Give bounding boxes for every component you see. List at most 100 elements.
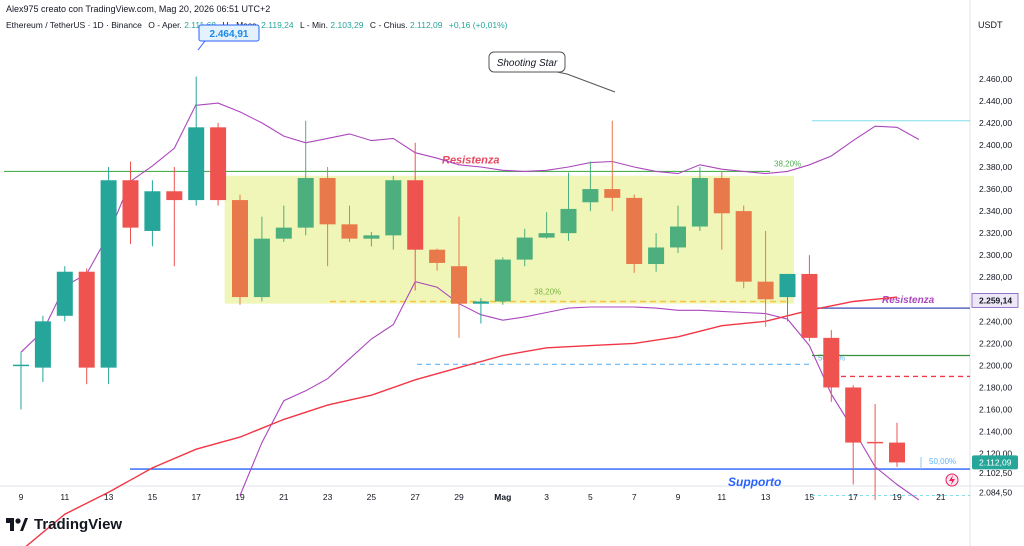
high-price-tag-box [198,24,260,42]
price-axis-tick: 2.380,00 [979,162,1012,172]
time-axis-tick: 5 [588,492,593,502]
ref-price-tag: 2.259,14 [979,295,1012,305]
candle-body [670,226,686,248]
price-axis-tick: 2.440,00 [979,96,1012,106]
price-axis-tick: 2.120,00 [979,449,1012,459]
candle-body [429,249,446,263]
price-axis-tick: 2.140,00 [979,427,1012,437]
price-axis-tick: 2.200,00 [979,360,1012,370]
fib-low-label: 38,20% [534,287,561,296]
support-fib-label: 50,00% [929,457,956,466]
price-axis-tick: 2.084,50 [979,488,1012,498]
last-price-tag-bg [972,455,1018,470]
price-axis-tick: 2.400,00 [979,140,1012,150]
candle-body [889,442,905,463]
support-label: Supporto [728,475,781,489]
tradingview-logo-icon [6,517,28,531]
candle-body [253,238,270,298]
shooting-star-callout-pointer [556,71,616,93]
time-axis-tick: 11 [717,492,726,502]
resistance-right-label: Resistenza [882,295,935,306]
candle-body [188,127,205,201]
price-axis-tick: 2.240,00 [979,316,1012,326]
candle-body [34,321,51,368]
price-axis-tick: 2.360,00 [979,184,1012,194]
low-value: 2.103,29 [330,20,364,30]
last-price-tag: 2.112,09 [979,457,1012,467]
time-axis-tick: Mag [494,492,511,502]
price-axis-tick: 2.220,00 [979,338,1012,348]
candle-body [626,197,643,265]
candle-body [604,189,621,198]
high-value: 2.119,24 [261,20,294,30]
candle-body [385,180,402,236]
bollinger-upper-line [196,102,920,175]
candle-body [472,301,489,304]
candle-body [144,191,161,231]
tradingview-logo-text: TradingView [34,516,123,533]
change-value: +0,16 (+0,01%) [448,20,508,30]
candle-body [100,180,117,368]
time-axis-tick: 21 [279,492,289,502]
candle-body [78,271,95,368]
price-axis-tick: 2.420,00 [979,118,1012,128]
time-axis-tick: 17 [848,492,858,502]
candle-body [691,178,708,227]
currency-label: USDT [978,20,1003,30]
shooting-star-callout-box [488,51,566,73]
high-price-tag-pointer [197,40,206,51]
time-axis-tick: 19 [892,492,902,502]
time-axis-tick: 19 [235,492,245,502]
candle-body [275,227,292,239]
candle-body [757,281,774,300]
candle-body [407,180,424,250]
candle-body [648,247,665,265]
candle-body [494,259,511,302]
low-label: L - Min. [300,20,329,30]
price-axis-tick: 2.300,00 [979,250,1012,260]
candle-body [122,180,139,228]
price-axis-tick: 2.320,00 [979,228,1012,238]
chart-header-title: Alex975 creato con TradingView.com, Mag … [6,4,271,14]
close-value: 2.112,09 [410,20,443,30]
tradingview-logo[interactable]: TradingView [6,516,122,533]
time-axis-tick: 15 [805,492,815,502]
candle-body [232,200,248,298]
price-axis-tick: 2.160,00 [979,405,1012,415]
price-axis-tick: 2.280,00 [979,272,1012,282]
candle-body [845,387,862,443]
candle-body [801,273,818,338]
candle-body [560,208,577,234]
time-axis-tick: 7 [632,492,637,502]
candle-body [823,337,840,388]
bollinger-lower-line [239,280,920,501]
candle-body [297,178,314,228]
price-axis-tick: 2.340,00 [979,206,1012,216]
price-axis-tick: 2.180,00 [979,382,1012,392]
fib-top-label: 38,20% [774,159,801,168]
candle-body [516,237,533,260]
time-axis-tick: 11 [60,492,69,502]
symbol-name[interactable]: Ethereum / TetherUS · 1D · Binance [6,20,142,30]
candle-body [363,235,380,239]
time-axis-tick: 29 [454,492,464,502]
candle-body [735,211,752,282]
lightning-icon [949,475,955,485]
candle-body [341,224,358,239]
ref-price-tag-bg [971,292,1019,308]
time-axis-tick: 21 [936,492,946,502]
time-axis-tick: 9 [676,492,681,502]
shooting-star-callout-text: Shooting Star [497,58,558,69]
time-axis-tick: 27 [410,492,420,502]
time-axis-tick: 23 [323,492,333,502]
resistance-top-label: Resistenza [442,154,499,166]
time-axis-tick: 17 [191,492,201,502]
time-axis-tick: 13 [761,492,771,502]
time-axis-tick: 13 [104,492,114,502]
candle-body [210,127,227,201]
candle-body [451,266,467,304]
time-axis-tick: 25 [367,492,377,502]
price-axis-tick: 2.460,00 [979,74,1012,84]
time-axis-tick: 3 [544,492,549,502]
